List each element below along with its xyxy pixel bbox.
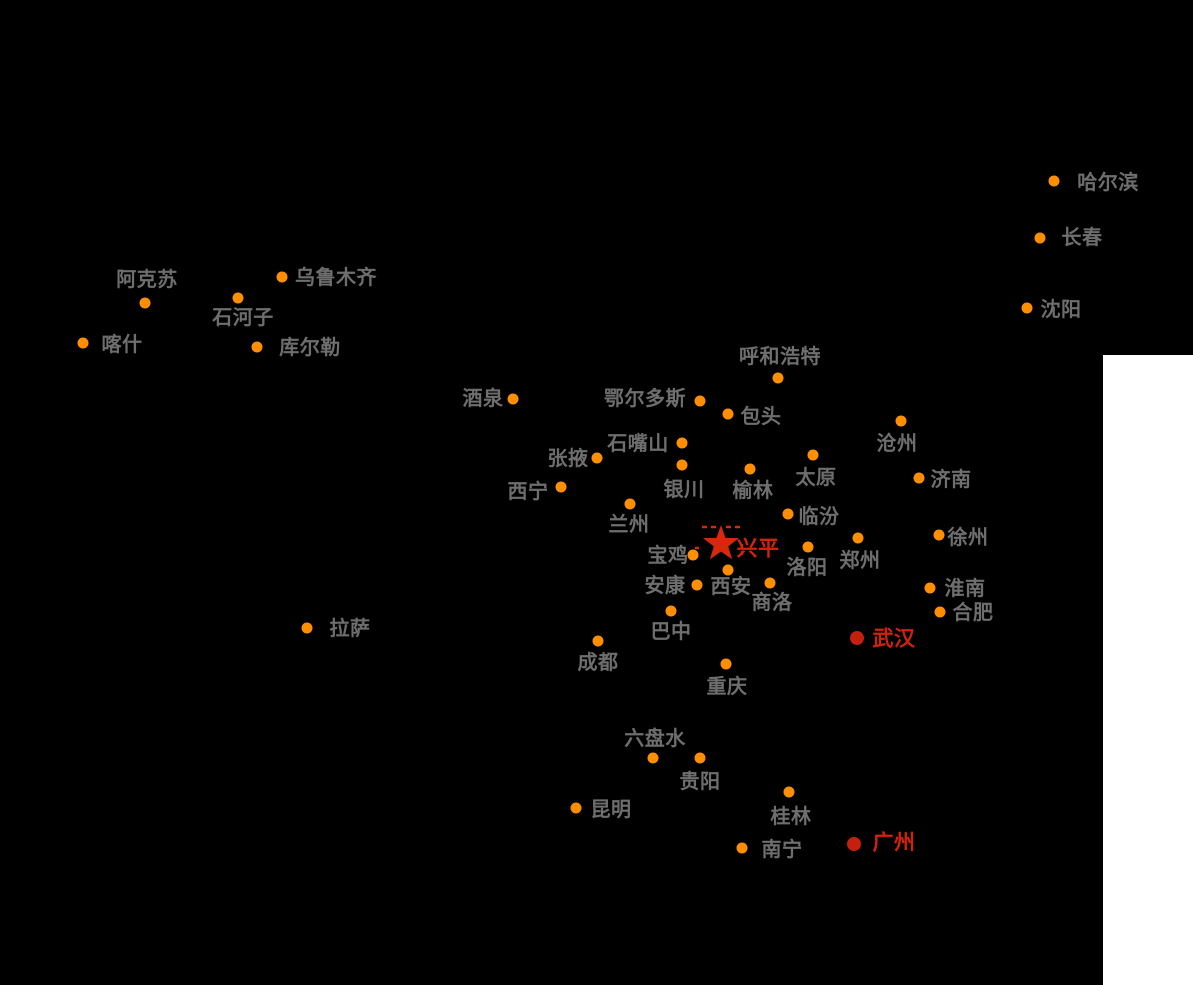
city-label: 呼和浩特 xyxy=(739,344,821,368)
city-dot[interactable] xyxy=(691,579,703,591)
city-dot[interactable] xyxy=(722,408,734,420)
city-dot[interactable] xyxy=(764,577,776,589)
city-label: 宝鸡 xyxy=(647,543,689,567)
city-label: 兰州 xyxy=(608,512,650,536)
city-label: 石嘴山 xyxy=(607,431,669,455)
city-dot[interactable] xyxy=(783,786,795,798)
city-dot[interactable] xyxy=(720,658,732,670)
city-label: 鄂尔多斯 xyxy=(604,386,686,410)
city-dot[interactable] xyxy=(647,752,659,764)
highlight-city-dot[interactable] xyxy=(850,631,864,645)
city-label: 安康 xyxy=(644,573,686,597)
city-label: 长春 xyxy=(1061,225,1103,249)
city-dot[interactable] xyxy=(694,395,706,407)
city-dot[interactable] xyxy=(934,606,946,618)
side-panel xyxy=(1103,355,1193,985)
city-label: 贵阳 xyxy=(679,769,721,793)
city-dot[interactable] xyxy=(895,415,907,427)
city-label: 南宁 xyxy=(761,837,803,861)
city-label: 喀什 xyxy=(101,332,143,356)
city-label: 济南 xyxy=(930,467,972,491)
city-dot[interactable] xyxy=(782,508,794,520)
city-label: 包头 xyxy=(740,404,782,428)
city-dot[interactable] xyxy=(676,437,688,449)
city-label: 六盘水 xyxy=(624,726,686,750)
city-label: 银川 xyxy=(663,477,705,501)
city-dot[interactable] xyxy=(1034,232,1046,244)
city-dot[interactable] xyxy=(687,549,699,561)
city-label: 临汾 xyxy=(798,504,840,528)
city-label: 石河子 xyxy=(212,305,274,329)
city-label: 库尔勒 xyxy=(279,335,341,359)
city-dot[interactable] xyxy=(694,752,706,764)
city-label: 太原 xyxy=(795,465,837,489)
city-dot[interactable] xyxy=(592,635,604,647)
city-dot[interactable] xyxy=(624,498,636,510)
star-city-label: 兴平 xyxy=(736,536,780,561)
city-label: 重庆 xyxy=(706,674,748,698)
city-dot[interactable] xyxy=(1021,302,1033,314)
star-marker[interactable] xyxy=(693,517,749,571)
city-dot[interactable] xyxy=(744,463,756,475)
city-label: 张掖 xyxy=(547,446,589,470)
city-label: 桂林 xyxy=(770,804,812,828)
city-label: 阿克苏 xyxy=(116,267,178,291)
highlight-city-dot[interactable] xyxy=(847,837,861,851)
city-dot[interactable] xyxy=(139,297,151,309)
city-dot[interactable] xyxy=(924,582,936,594)
city-label: 酒泉 xyxy=(462,386,504,410)
city-dot[interactable] xyxy=(555,481,567,493)
city-label: 拉萨 xyxy=(329,616,371,640)
city-dot[interactable] xyxy=(77,337,89,349)
city-dot[interactable] xyxy=(772,372,784,384)
city-label: 沧州 xyxy=(876,431,918,455)
city-dot[interactable] xyxy=(507,393,519,405)
city-dot[interactable] xyxy=(570,802,582,814)
star-icon xyxy=(695,525,744,560)
city-dot[interactable] xyxy=(591,452,603,464)
city-label: 合肥 xyxy=(952,600,994,624)
city-label: 商洛 xyxy=(751,590,793,614)
city-label: 巴中 xyxy=(650,619,692,643)
city-label: 徐州 xyxy=(947,525,989,549)
city-dot[interactable] xyxy=(301,622,313,634)
city-dot[interactable] xyxy=(722,564,734,576)
city-label: 沈阳 xyxy=(1040,297,1082,321)
city-label: 郑州 xyxy=(839,548,881,572)
city-label: 西安 xyxy=(710,574,752,598)
city-label: 西宁 xyxy=(507,479,549,503)
highlight-city-label: 广州 xyxy=(872,830,916,855)
city-dot[interactable] xyxy=(676,459,688,471)
city-label: 成都 xyxy=(577,650,619,674)
city-dot[interactable] xyxy=(933,529,945,541)
city-dot[interactable] xyxy=(807,449,819,461)
city-label: 淮南 xyxy=(944,576,986,600)
city-dot[interactable] xyxy=(913,472,925,484)
city-label: 洛阳 xyxy=(786,555,828,579)
city-dot[interactable] xyxy=(251,341,263,353)
city-dot[interactable] xyxy=(736,842,748,854)
city-label: 乌鲁木齐 xyxy=(295,265,377,289)
city-dot[interactable] xyxy=(232,292,244,304)
city-dot[interactable] xyxy=(665,605,677,617)
city-label: 昆明 xyxy=(590,797,632,821)
city-label: 哈尔滨 xyxy=(1077,170,1139,194)
city-dot[interactable] xyxy=(852,532,864,544)
city-dot[interactable] xyxy=(1048,175,1060,187)
city-dot[interactable] xyxy=(276,271,288,283)
city-dot[interactable] xyxy=(802,541,814,553)
highlight-city-label: 武汉 xyxy=(872,626,916,651)
city-label: 榆林 xyxy=(732,478,774,502)
